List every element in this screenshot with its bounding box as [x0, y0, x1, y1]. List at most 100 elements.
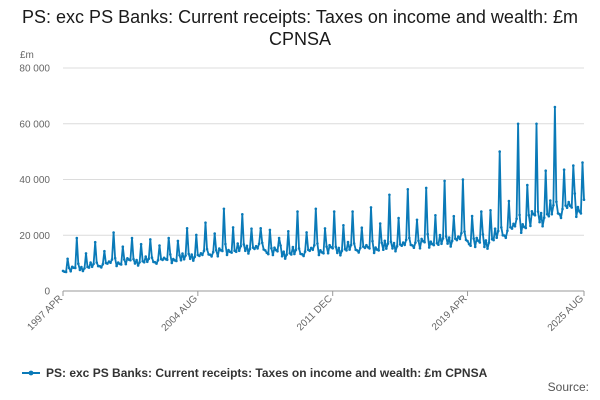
- data-point: [130, 236, 134, 240]
- y-tick-label: 20 000: [19, 231, 50, 242]
- data-point: [536, 210, 540, 213]
- data-point: [521, 223, 524, 226]
- x-tick-label: 2019 APR: [430, 293, 470, 333]
- data-point: [222, 207, 226, 211]
- data-point: [277, 236, 281, 240]
- data-point: [372, 251, 376, 255]
- data-point: [512, 222, 515, 226]
- data-point: [90, 265, 94, 269]
- data-point: [346, 240, 350, 244]
- data-point: [579, 212, 583, 215]
- data-point: [334, 245, 338, 249]
- data-point: [294, 248, 298, 252]
- data-point: [167, 236, 170, 240]
- data-point: [225, 253, 229, 257]
- data-point: [444, 235, 448, 238]
- data-point: [392, 241, 396, 245]
- data-point: [510, 227, 514, 230]
- data-point: [136, 264, 140, 267]
- data-point: [190, 253, 193, 256]
- data-point: [440, 242, 443, 246]
- data-point: [316, 242, 319, 245]
- data-point: [293, 252, 296, 256]
- data-point: [230, 251, 233, 254]
- data-point: [326, 251, 330, 255]
- data-point: [193, 255, 197, 258]
- data-point: [311, 248, 315, 252]
- data-point: [80, 265, 83, 269]
- data-point: [268, 228, 272, 232]
- data-point: [256, 247, 259, 250]
- data-point: [74, 266, 77, 270]
- data-point: [493, 227, 497, 230]
- data-point: [473, 245, 477, 249]
- data-point: [192, 259, 195, 262]
- data-point: [216, 254, 220, 258]
- data-point: [492, 238, 495, 242]
- data-point: [210, 255, 213, 258]
- data-point: [291, 245, 295, 249]
- data-point: [549, 199, 552, 202]
- data-point: [507, 199, 511, 203]
- data-point: [93, 240, 97, 244]
- data-point: [241, 213, 244, 216]
- data-point: [208, 253, 212, 256]
- data-point: [452, 214, 456, 218]
- data-point: [449, 245, 453, 248]
- data-point: [463, 230, 466, 233]
- data-point: [123, 258, 126, 261]
- data-point: [308, 249, 312, 253]
- data-point: [260, 241, 264, 245]
- data-point: [541, 224, 544, 228]
- data-point: [429, 240, 433, 243]
- series-layer: [61, 105, 586, 274]
- data-point: [480, 210, 483, 213]
- data-point: [213, 232, 216, 235]
- data-point: [432, 243, 436, 247]
- data-point: [273, 246, 276, 249]
- data-point: [133, 262, 137, 265]
- data-point: [283, 257, 287, 260]
- data-point: [92, 262, 95, 266]
- data-point: [231, 226, 235, 229]
- data-point: [119, 263, 123, 266]
- data-point: [359, 246, 362, 250]
- data-point: [124, 262, 128, 266]
- data-point: [443, 179, 446, 183]
- data-point: [279, 244, 282, 247]
- data-point: [377, 249, 381, 252]
- data-point: [179, 258, 183, 262]
- data-point: [138, 261, 141, 264]
- data-point: [66, 257, 69, 261]
- data-point: [345, 249, 348, 252]
- data-point: [567, 200, 570, 204]
- data-point: [369, 206, 373, 209]
- data-point: [414, 241, 417, 244]
- data-point: [236, 242, 239, 245]
- data-point: [214, 249, 218, 252]
- data-point: [582, 198, 586, 201]
- legend[interactable]: PS: exc PS Banks: Current receipts: Taxe…: [22, 366, 488, 380]
- data-point: [441, 237, 445, 240]
- data-point: [302, 254, 305, 258]
- data-point: [472, 237, 476, 240]
- data-point: [371, 239, 374, 243]
- data-point: [113, 256, 117, 260]
- data-point: [78, 268, 82, 272]
- data-point: [325, 245, 328, 248]
- data-point: [331, 247, 335, 250]
- data-point: [403, 243, 407, 247]
- data-point: [513, 225, 517, 228]
- data-point: [489, 209, 492, 212]
- data-point: [466, 239, 469, 243]
- data-point: [282, 250, 286, 253]
- data-point: [337, 246, 341, 250]
- y-tick-label: 0: [44, 287, 50, 298]
- data-point: [155, 262, 158, 265]
- series-line: [62, 106, 585, 273]
- data-point: [158, 244, 161, 247]
- data-point: [161, 258, 164, 262]
- data-point: [313, 243, 316, 247]
- data-point: [351, 210, 354, 213]
- data-point: [132, 257, 135, 261]
